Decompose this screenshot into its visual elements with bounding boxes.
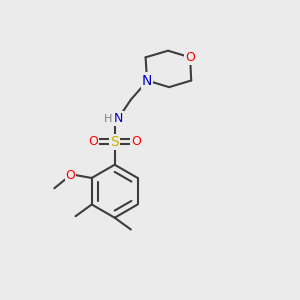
Text: O: O [66, 169, 76, 182]
Text: N: N [113, 112, 123, 125]
Text: O: O [185, 51, 195, 64]
Text: O: O [131, 135, 141, 148]
Text: O: O [88, 135, 98, 148]
Text: S: S [110, 135, 119, 149]
Text: H: H [104, 114, 112, 124]
Text: N: N [142, 74, 152, 88]
